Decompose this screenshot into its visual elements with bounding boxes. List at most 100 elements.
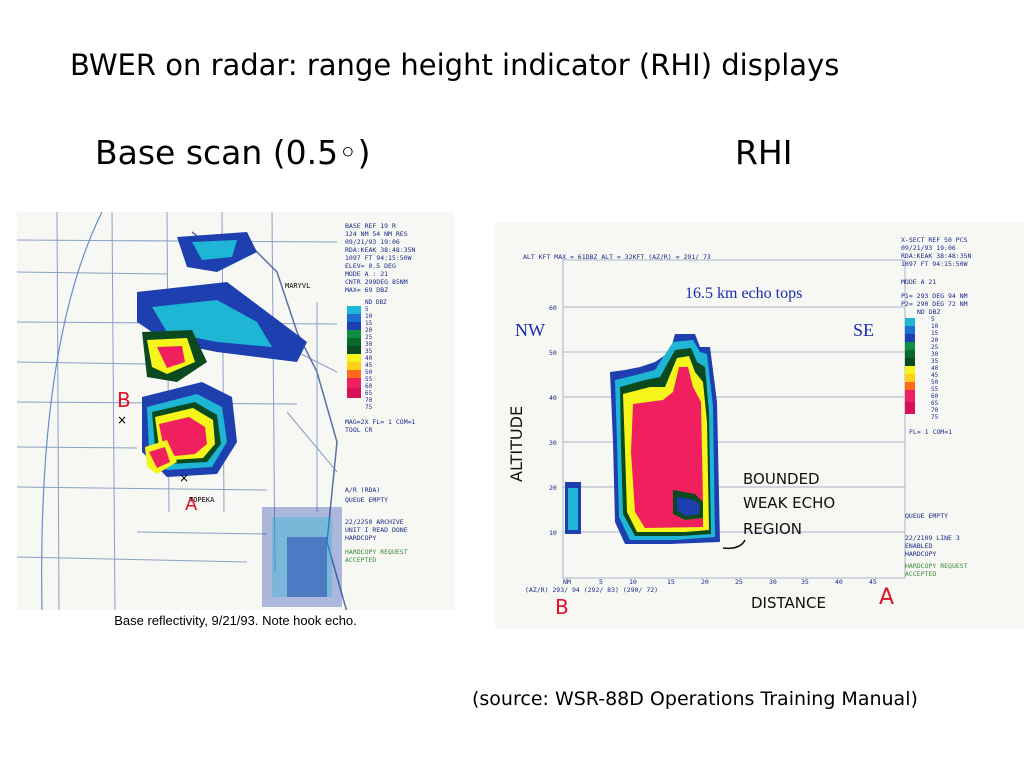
svg-text:25: 25: [735, 578, 743, 586]
svg-text:15: 15: [365, 320, 373, 327]
svg-text:NM: NM: [563, 578, 571, 586]
svg-text:A/R (RDA): A/R (RDA): [345, 486, 380, 494]
echo-tops-label: 16.5 km echo tops: [685, 285, 802, 302]
svg-text:30: 30: [769, 578, 777, 586]
svg-text:65: 65: [365, 390, 373, 397]
source-citation: (source: WSR-88D Operations Training Man…: [472, 688, 918, 710]
svg-text:QUEUE EMPTY: QUEUE EMPTY: [905, 512, 948, 520]
svg-text:1097 FT 94:15:50W: 1097 FT 94:15:50W: [345, 254, 412, 262]
svg-text:5: 5: [365, 306, 369, 313]
svg-text:MAX= 69 DBZ: MAX= 69 DBZ: [345, 286, 388, 294]
svg-text:50: 50: [931, 379, 939, 386]
svg-text:40: 40: [365, 355, 373, 362]
svg-text:45: 45: [869, 578, 877, 586]
se-label: SE: [853, 320, 874, 340]
place-topeka: TOPEKA: [189, 496, 215, 504]
range-ring: [41, 212, 103, 613]
svg-text:60: 60: [549, 304, 557, 312]
rhi-image: ALT KFT MAX = 61DBZ ALT = 32KFT (AZ/R) =…: [495, 222, 1024, 629]
point-b-marker: ×: [117, 413, 127, 427]
svg-text:P2= 290 DEG 72 NM: P2= 290 DEG 72 NM: [901, 300, 968, 308]
svg-text:REGION: REGION: [743, 520, 802, 538]
svg-text:X-SECT REF 50 PCS: X-SECT REF 50 PCS: [901, 236, 968, 244]
left-status-lines: MAG=2X FL= 1 COM=1 TOOL CR A/R (RDA) QUE…: [345, 418, 416, 564]
svg-text:70: 70: [365, 397, 373, 404]
svg-text:ND DBZ: ND DBZ: [917, 308, 941, 316]
svg-text:MODE A 21: MODE A 21: [901, 278, 936, 286]
svg-text:P1= 293 DEG 94 NM: P1= 293 DEG 94 NM: [901, 292, 968, 300]
rhi-header-info: X-SECT REF 50 PCS 09/21/93 19:06 RDA:KEA…: [901, 236, 972, 316]
svg-text:15: 15: [931, 330, 939, 337]
svg-text:QUEUE EMPTY: QUEUE EMPTY: [345, 496, 388, 504]
svg-text:50: 50: [549, 349, 557, 357]
bwer-arrow: [722, 539, 746, 550]
svg-text:35: 35: [801, 578, 809, 586]
nw-label: NW: [515, 320, 545, 340]
svg-text:BASE REF 19 R: BASE REF 19 R: [345, 222, 396, 230]
svg-text:ACCEPTED: ACCEPTED: [345, 556, 376, 564]
svg-text:25: 25: [931, 344, 939, 351]
svg-text:65: 65: [931, 400, 939, 407]
northern-echoes: [137, 232, 307, 382]
svg-text:40: 40: [931, 365, 939, 372]
svg-text:70: 70: [931, 407, 939, 414]
svg-text:40: 40: [835, 578, 843, 586]
svg-text:FL= 1 COM=1: FL= 1 COM=1: [909, 428, 952, 436]
svg-text:ELEV= 0.5 DEG: ELEV= 0.5 DEG: [345, 262, 396, 270]
svg-text:22/2109 LINE 3: 22/2109 LINE 3: [905, 534, 960, 542]
svg-text:25: 25: [365, 334, 373, 341]
slide-title: BWER on radar: range height indicator (R…: [70, 48, 840, 82]
svg-text:HARDCOPY REQUEST: HARDCOPY REQUEST: [345, 548, 408, 556]
svg-text:20: 20: [931, 337, 939, 344]
svg-text:20: 20: [701, 578, 709, 586]
rhi-color-scale: [905, 318, 915, 414]
svg-text:10: 10: [629, 578, 637, 586]
base-scan-subtitle: Base scan (0.5◦): [95, 133, 371, 172]
left-header-info: BASE REF 19 R 124 NM 54 NM RES 09/21/93 …: [345, 222, 416, 294]
svg-text:BOUNDED: BOUNDED: [743, 470, 820, 488]
svg-text:50: 50: [365, 369, 373, 376]
place-maryvl: MARYVL: [285, 282, 310, 290]
base-reflectivity-graphic: B × A × MARYVL TOPEKA BASE REF 19 R 124 …: [17, 212, 416, 613]
rhi-header-line: ALT KFT MAX = 61DBZ ALT = 32KFT (AZ/R) =…: [523, 253, 711, 261]
svg-text:WEAK ECHO: WEAK ECHO: [743, 494, 835, 512]
svg-text:TOOL CR: TOOL CR: [345, 426, 372, 434]
svg-text:124 NM 54 NM RES: 124 NM 54 NM RES: [345, 230, 408, 238]
svg-text:MODE A : 21: MODE A : 21: [345, 270, 388, 278]
svg-text:60: 60: [931, 393, 939, 400]
svg-text:HARDCOPY REQUEST: HARDCOPY REQUEST: [905, 562, 968, 570]
hook-echo-storm: [142, 382, 237, 477]
svg-text:UNIT I READ DONE: UNIT I READ DONE: [345, 526, 408, 534]
svg-text:35: 35: [365, 348, 373, 355]
svg-text:40: 40: [549, 394, 557, 402]
svg-text:5: 5: [931, 316, 935, 323]
svg-text:55: 55: [931, 386, 939, 393]
point-a-label: A: [185, 494, 198, 515]
point-b-label: B: [555, 595, 569, 619]
svg-text:09/21/93 19:06: 09/21/93 19:06: [345, 238, 400, 246]
svg-text:ENABLED: ENABLED: [905, 542, 932, 550]
point-a-label: A: [879, 585, 894, 610]
svg-text:5: 5: [599, 578, 603, 586]
svg-text:10: 10: [931, 323, 939, 330]
svg-text:HARDCOPY: HARDCOPY: [345, 534, 376, 542]
rhi-graphic: ALT KFT MAX = 61DBZ ALT = 32KFT (AZ/R) =…: [507, 236, 972, 619]
svg-text:22/2250 ARCHIVE: 22/2250 ARCHIVE: [345, 518, 404, 526]
svg-text:45: 45: [931, 372, 939, 379]
rhi-subtitle: RHI: [735, 133, 793, 172]
base-reflectivity-caption: Base reflectivity, 9/21/93. Note hook ec…: [17, 610, 454, 632]
rhi-scale-labels: 5 10 15 20 25 30 35 40 45 50 55 60 65 70…: [931, 316, 939, 421]
svg-text:(AZ/R) 293/ 94 (292/ 83) (290/: (AZ/R) 293/ 94 (292/ 83) (290/ 72): [525, 586, 658, 594]
svg-text:45: 45: [365, 362, 373, 369]
svg-text:MAG=2X FL= 1 COM=1: MAG=2X FL= 1 COM=1: [345, 418, 416, 426]
svg-text:75: 75: [931, 414, 939, 421]
svg-text:15: 15: [667, 578, 675, 586]
rhi-y-ticks: 60 50 40 30 20 10: [549, 304, 557, 537]
base-reflectivity-image: B × A × MARYVL TOPEKA BASE REF 19 R 124 …: [17, 212, 454, 632]
svg-text:CNTR 299DEG 85NM: CNTR 299DEG 85NM: [345, 278, 408, 286]
rhi-x-ticks: NM 5 10 15 20 25 30 35 40 45 (AZ/R) 293/…: [525, 578, 877, 594]
svg-text:20: 20: [365, 327, 373, 334]
svg-text:HARDCOPY: HARDCOPY: [905, 550, 936, 558]
svg-text:30: 30: [365, 341, 373, 348]
svg-text:30: 30: [931, 351, 939, 358]
